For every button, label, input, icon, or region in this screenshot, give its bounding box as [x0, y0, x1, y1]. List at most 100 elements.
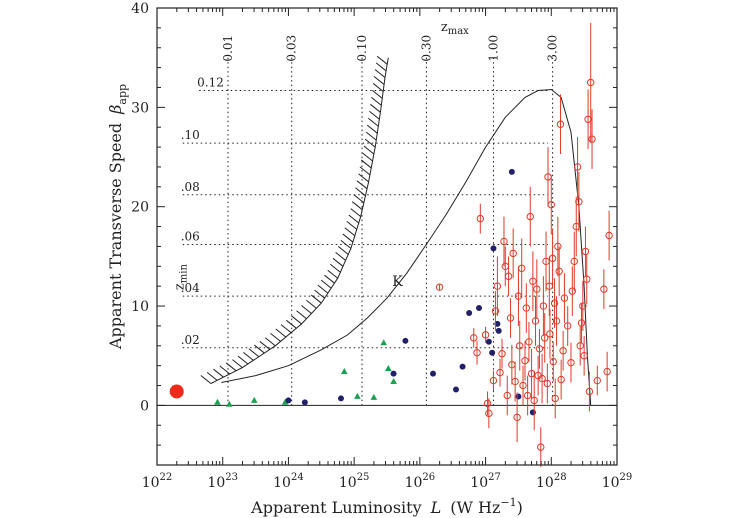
- hatch-mark: [225, 362, 237, 372]
- data-point-open: [579, 302, 587, 310]
- hatch-mark: [371, 96, 382, 106]
- zmax-value-label: 0.30: [419, 35, 433, 62]
- x-tick-exponent: 29: [620, 472, 633, 483]
- hatch-mark: [200, 375, 212, 384]
- hatch-mark: [360, 159, 372, 169]
- hatch-mark: [337, 245, 349, 255]
- data-point-open: [584, 115, 592, 123]
- data-point-open: [576, 342, 584, 350]
- data-point-open: [541, 334, 549, 342]
- hatch-mark: [286, 319, 297, 329]
- data-point-open: [568, 287, 577, 295]
- series-open-circle: [435, 22, 613, 467]
- hatch-mark: [353, 194, 365, 204]
- data-point-open: [537, 443, 545, 451]
- hatch-mark: [356, 180, 368, 190]
- data-point-open: [503, 391, 511, 400]
- hatch-mark: [248, 348, 260, 358]
- y-tick-label: 30: [131, 100, 149, 116]
- data-point-open: [552, 317, 561, 325]
- data-point-filled: [466, 309, 473, 316]
- zmax-value-label: 0.01: [221, 35, 235, 62]
- x-tick-exponent: 28: [554, 472, 567, 483]
- envelope-curve: [221, 88, 592, 406]
- data-point-open: [533, 285, 541, 293]
- data-point-open: [470, 334, 478, 342]
- data-point-filled: [515, 393, 522, 400]
- data-point-open: [521, 356, 529, 365]
- data-point-open: [577, 319, 586, 327]
- data-point-open: [572, 222, 580, 231]
- data-point-open: [605, 231, 613, 240]
- zmin-heading-sub: min: [178, 264, 189, 284]
- zmin-value-label: .08: [181, 180, 200, 194]
- x-tick-label: 1026: [405, 472, 436, 491]
- x-tick-label: 1023: [207, 472, 238, 491]
- x-tick-base: 10: [273, 475, 291, 491]
- y-tick-label: 40: [131, 1, 149, 17]
- hatch-mark: [363, 145, 375, 155]
- series-triangle: [214, 339, 397, 407]
- data-point-filled: [495, 327, 502, 334]
- hatch-mark: [366, 124, 378, 134]
- zmax-heading-main: z: [441, 20, 448, 35]
- x-axis-title: Apparent Luminosity L (W Hz−1): [250, 496, 523, 517]
- data-point-triangle: [354, 392, 361, 399]
- hatch-mark: [351, 201, 363, 211]
- zmax-heading: zmax: [441, 20, 469, 37]
- hatch-mark: [232, 359, 243, 369]
- hatch-mark: [373, 76, 385, 85]
- data-point-open: [476, 214, 485, 223]
- reference-point: [169, 384, 184, 399]
- data-point-open: [603, 367, 611, 376]
- x-tick-base: 10: [470, 475, 488, 491]
- hatch-mark: [369, 110, 380, 120]
- hatch-mark: [365, 131, 377, 141]
- data-point-filled: [489, 349, 496, 356]
- data-point-open: [435, 283, 444, 291]
- zmin-heading: zmin: [172, 264, 189, 291]
- y-tick-label: 20: [131, 200, 149, 216]
- data-point-open: [519, 381, 527, 390]
- hatch-mark: [375, 62, 387, 72]
- hatch-mark: [376, 55, 388, 65]
- data-point-open: [548, 254, 557, 263]
- data-point-open: [550, 299, 559, 307]
- x-tick-exponent: 25: [357, 472, 370, 483]
- data-point-filled: [285, 397, 292, 404]
- hatch-mark: [206, 371, 218, 381]
- data-point-filled: [301, 399, 308, 406]
- data-point-open: [525, 338, 533, 346]
- data-point-open: [498, 350, 506, 358]
- zmin-value-label: 0.12: [197, 75, 224, 89]
- data-point-open: [506, 314, 515, 322]
- data-point-open: [583, 275, 591, 283]
- data-point-open: [489, 376, 498, 385]
- x-tick-exponent: 27: [488, 472, 501, 483]
- hatch-mark: [374, 69, 386, 78]
- data-point-open: [481, 331, 490, 339]
- zmax-value-label: 0.03: [285, 35, 299, 62]
- y-axis-title: Apparent Transverse Speed βapp: [106, 84, 129, 350]
- data-point-open: [559, 347, 567, 355]
- data-point-open: [593, 376, 601, 385]
- zmin-value-label: .02: [181, 333, 200, 347]
- x-tick-base: 10: [207, 475, 225, 491]
- hatch-mark: [219, 365, 231, 375]
- hatch-mark: [370, 103, 381, 113]
- data-point-open: [581, 247, 590, 256]
- x-tick-exponent: 22: [160, 472, 173, 483]
- hatch-mark: [259, 341, 271, 350]
- data-point-open: [557, 375, 565, 384]
- data-point-open: [539, 302, 548, 310]
- data-point-open: [493, 282, 502, 290]
- data-point-open: [551, 394, 559, 403]
- hatch-mark: [358, 173, 369, 183]
- hatch-mark: [301, 305, 312, 314]
- data-point-open: [560, 294, 569, 302]
- hatch-mark: [324, 274, 335, 284]
- y-axis-title-prefix: Apparent Transverse Speed: [106, 123, 125, 350]
- zmax-value-label: 3.00: [546, 35, 560, 62]
